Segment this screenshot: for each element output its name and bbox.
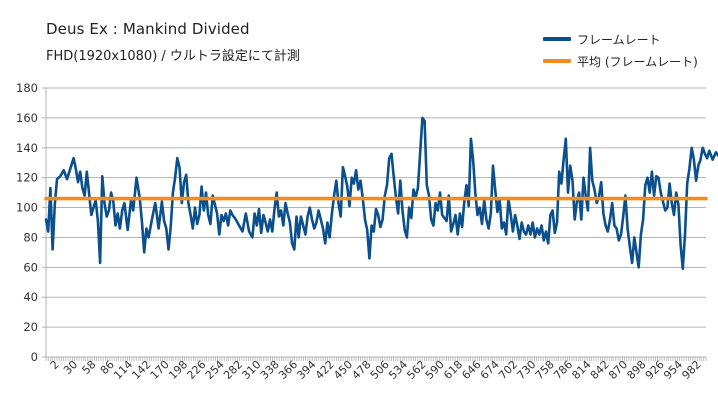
legend-label-average: 平均 (フレームレート) bbox=[577, 54, 698, 69]
y-axis: 0 20 40 60 80 100 120 140 160 180 bbox=[16, 81, 47, 364]
y-tick-label: 60 bbox=[23, 260, 38, 274]
legend-item-framerate: フレームレート bbox=[543, 28, 698, 50]
series-line-framerate bbox=[44, 116, 718, 271]
y-tick-label: 140 bbox=[16, 141, 38, 155]
y-tick-label: 40 bbox=[23, 290, 38, 304]
y-tick-label: 160 bbox=[16, 111, 38, 125]
legend-swatch-average bbox=[543, 59, 571, 63]
y-tick-label: 180 bbox=[16, 81, 38, 95]
y-tick-label: 0 bbox=[31, 350, 38, 364]
y-tick-label: 120 bbox=[16, 171, 38, 185]
x-tick-label: 982 bbox=[679, 358, 703, 382]
x-tick-label: 58 bbox=[79, 358, 98, 377]
grid-lines bbox=[46, 87, 706, 358]
y-tick-label: 80 bbox=[23, 230, 38, 244]
legend-item-average: 平均 (フレームレート) bbox=[543, 50, 698, 72]
legend-label-framerate: フレームレート bbox=[577, 32, 661, 47]
series-group bbox=[44, 116, 718, 271]
x-axis: 2 30 58 86114142170198226254282310338366394… bbox=[45, 356, 707, 382]
legend: フレームレート 平均 (フレームレート) bbox=[543, 28, 698, 72]
y-tick-label: 20 bbox=[23, 320, 38, 334]
chart-subtitle: FHD(1920x1080) / ウルトラ設定にて計測 bbox=[46, 49, 300, 64]
legend-swatch-framerate bbox=[543, 37, 571, 41]
chart-title: Deus Ex : Mankind Divided bbox=[46, 20, 250, 38]
y-tick-label: 100 bbox=[16, 201, 38, 215]
